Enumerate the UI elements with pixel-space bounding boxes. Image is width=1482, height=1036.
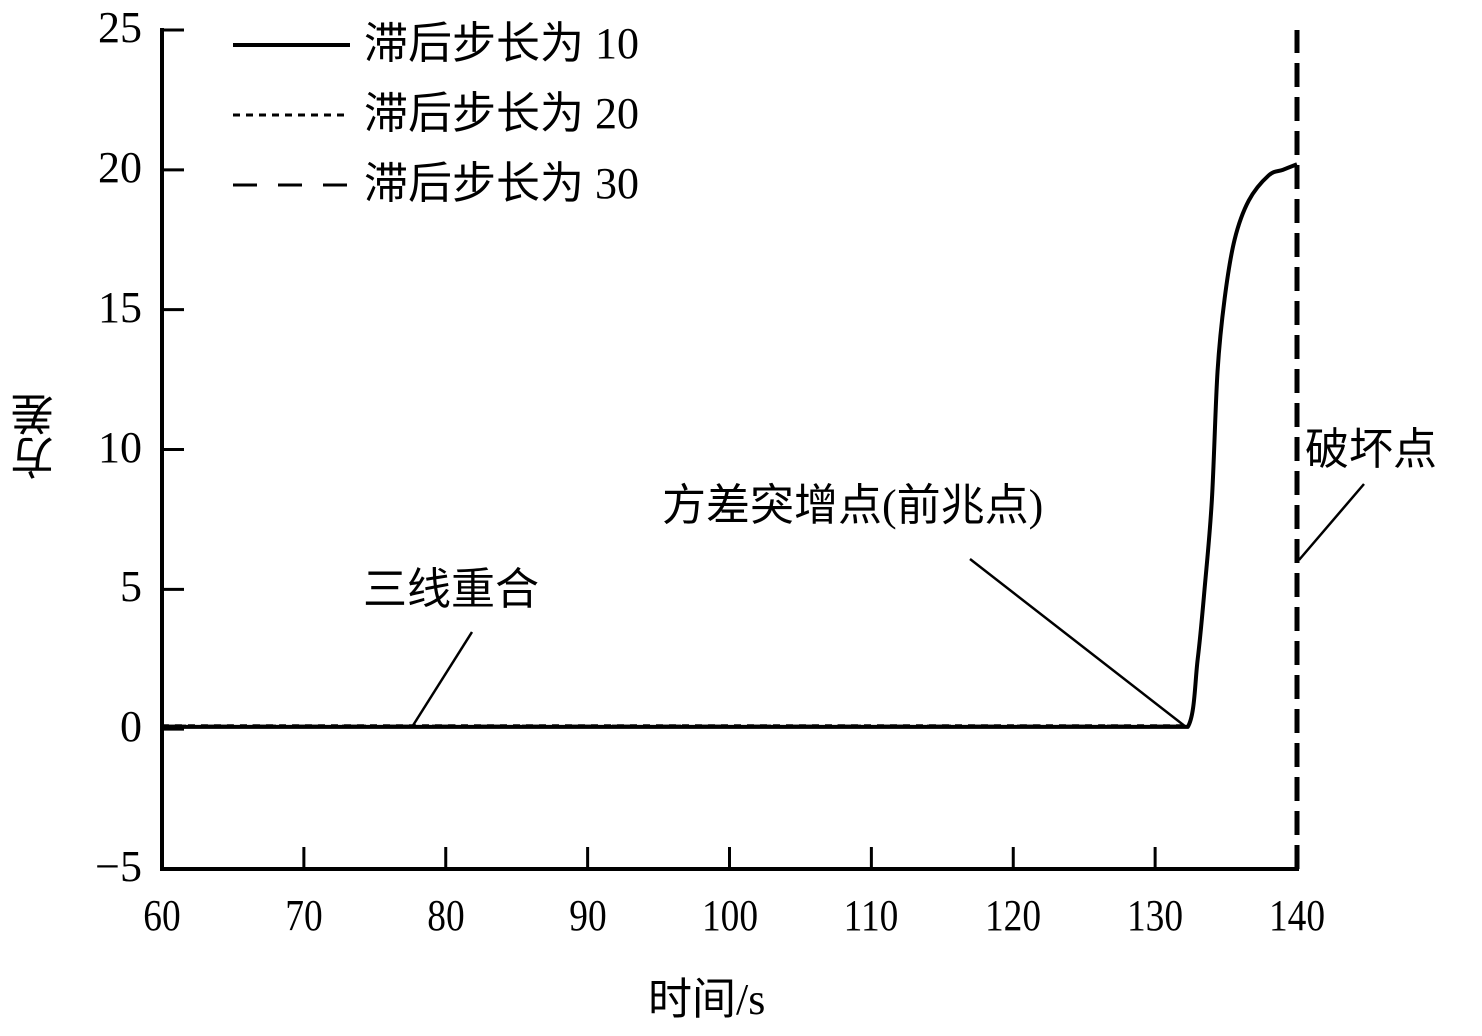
legend [233, 43, 350, 187]
y-tick-label: −5 [95, 842, 142, 891]
annotation-precursor: 方差突增点(前兆点) [662, 481, 1044, 530]
legend-label-30: 滞后步长为 30 [364, 159, 639, 208]
y-tick-label: 10 [98, 422, 142, 472]
failure-leader-line [1298, 483, 1365, 561]
x-tick-label: 80 [427, 891, 465, 940]
plot-axes [160, 28, 1299, 871]
x-tick-label: 90 [568, 891, 607, 940]
legend-label-10: 滞后步长为 10 [364, 19, 639, 68]
y-tick-label: 0 [120, 702, 142, 752]
x-tick-label: 130 [1127, 891, 1184, 940]
y-tick-label: 25 [98, 3, 142, 52]
x-tick-label: 70 [285, 891, 323, 940]
x-tick-label: 100 [701, 891, 758, 940]
annotation-overlap: 三线重合 [363, 565, 539, 614]
y-axis-label: 方差 [12, 392, 61, 480]
legend-label-20: 滞后步长为 20 [364, 89, 639, 138]
series-group [161, 30, 1300, 869]
x-ticks [302, 847, 1299, 869]
y-tick-label: 15 [98, 282, 142, 332]
annotation-failure: 破坏点 [1305, 425, 1437, 474]
y-ticks [162, 28, 184, 871]
x-tick-label: 60 [143, 891, 181, 940]
x-tick-label: 140 [1268, 891, 1326, 940]
annotation-leaders [410, 483, 1365, 728]
series-line-lag10 [162, 162, 1298, 729]
overlap-leader-line [410, 631, 474, 728]
x-axis-label: 时间/s [648, 975, 766, 1024]
x-tick-label: 110 [844, 891, 899, 940]
y-tick-label: 20 [98, 142, 142, 192]
y-tick-label: 5 [120, 562, 142, 612]
x-tick-label: 120 [985, 891, 1042, 940]
precursor-leader-line [969, 558, 1187, 728]
